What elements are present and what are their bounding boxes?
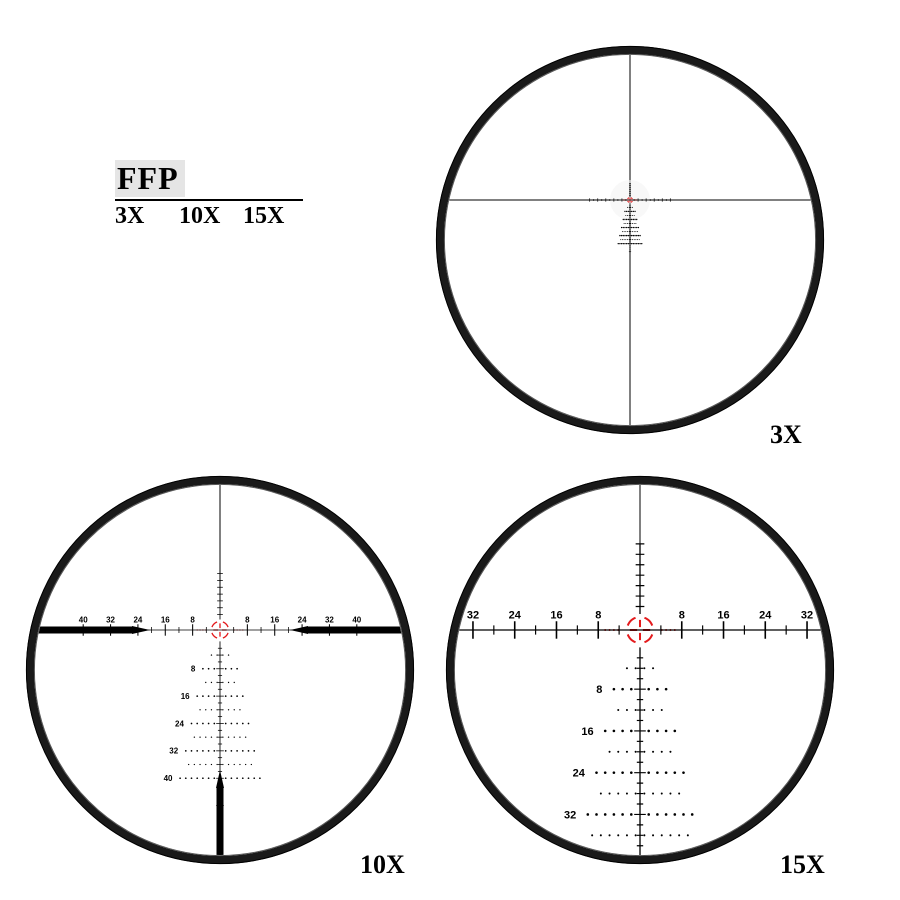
svg-text:40: 40 xyxy=(79,615,88,624)
svg-text:32: 32 xyxy=(106,615,115,624)
svg-text:40: 40 xyxy=(843,609,855,621)
legend-zoom-1: 10X xyxy=(179,203,239,230)
svg-text:40: 40 xyxy=(164,774,173,783)
svg-text:32: 32 xyxy=(801,609,813,621)
svg-text:32: 32 xyxy=(467,609,479,621)
svg-text:40: 40 xyxy=(425,609,437,621)
svg-text:8: 8 xyxy=(191,665,196,674)
figure-root: { "legend": { "title": "FFP", "zooms": [… xyxy=(0,0,900,900)
svg-text:8: 8 xyxy=(245,615,250,624)
svg-text:24: 24 xyxy=(573,768,586,780)
svg-text:16: 16 xyxy=(181,692,190,701)
scope-15x: 40 32 24 16 8 8 16 24 32 40 8 16 24 32 40 xyxy=(423,476,858,898)
svg-text:8: 8 xyxy=(595,609,601,621)
legend-zoom-0: 3X xyxy=(115,203,175,230)
svg-text:32: 32 xyxy=(169,747,178,756)
svg-text:24: 24 xyxy=(509,609,522,621)
svg-text:16: 16 xyxy=(270,615,279,624)
svg-text:16: 16 xyxy=(717,609,729,621)
scope-canvas: 40 32 24 16 8 8 16 24 32 40 8 16 24 32 40 40 32 24 16 8 8 16 2… xyxy=(0,0,900,900)
svg-text:32: 32 xyxy=(564,809,576,821)
legend-zooms: 3X 10X 15X xyxy=(115,203,303,230)
svg-text:16: 16 xyxy=(550,609,562,621)
svg-text:32: 32 xyxy=(325,615,334,624)
svg-text:24: 24 xyxy=(175,719,184,728)
svg-text:24: 24 xyxy=(298,615,307,624)
scope-3x xyxy=(436,46,823,433)
scope-label-10x: 10X xyxy=(360,850,405,880)
legend-rule: 3X 10X 15X xyxy=(115,199,303,230)
svg-text:8: 8 xyxy=(596,684,602,696)
svg-text:24: 24 xyxy=(759,609,772,621)
scope-label-3x: 3X xyxy=(770,420,802,450)
scope-10x: 40 32 24 16 8 8 16 24 32 40 8 16 24 32 40 xyxy=(26,476,413,863)
svg-text:8: 8 xyxy=(679,609,685,621)
svg-text:24: 24 xyxy=(133,615,142,624)
svg-text:16: 16 xyxy=(161,615,170,624)
legend-zoom-2: 15X xyxy=(243,203,303,230)
scope-label-15x: 15X xyxy=(780,850,825,880)
svg-text:16: 16 xyxy=(581,726,593,738)
svg-text:40: 40 xyxy=(352,615,361,624)
svg-text:40: 40 xyxy=(555,851,567,863)
legend-title: FFP xyxy=(115,160,185,197)
legend: FFP 3X 10X 15X xyxy=(115,160,303,230)
svg-text:8: 8 xyxy=(190,615,195,624)
